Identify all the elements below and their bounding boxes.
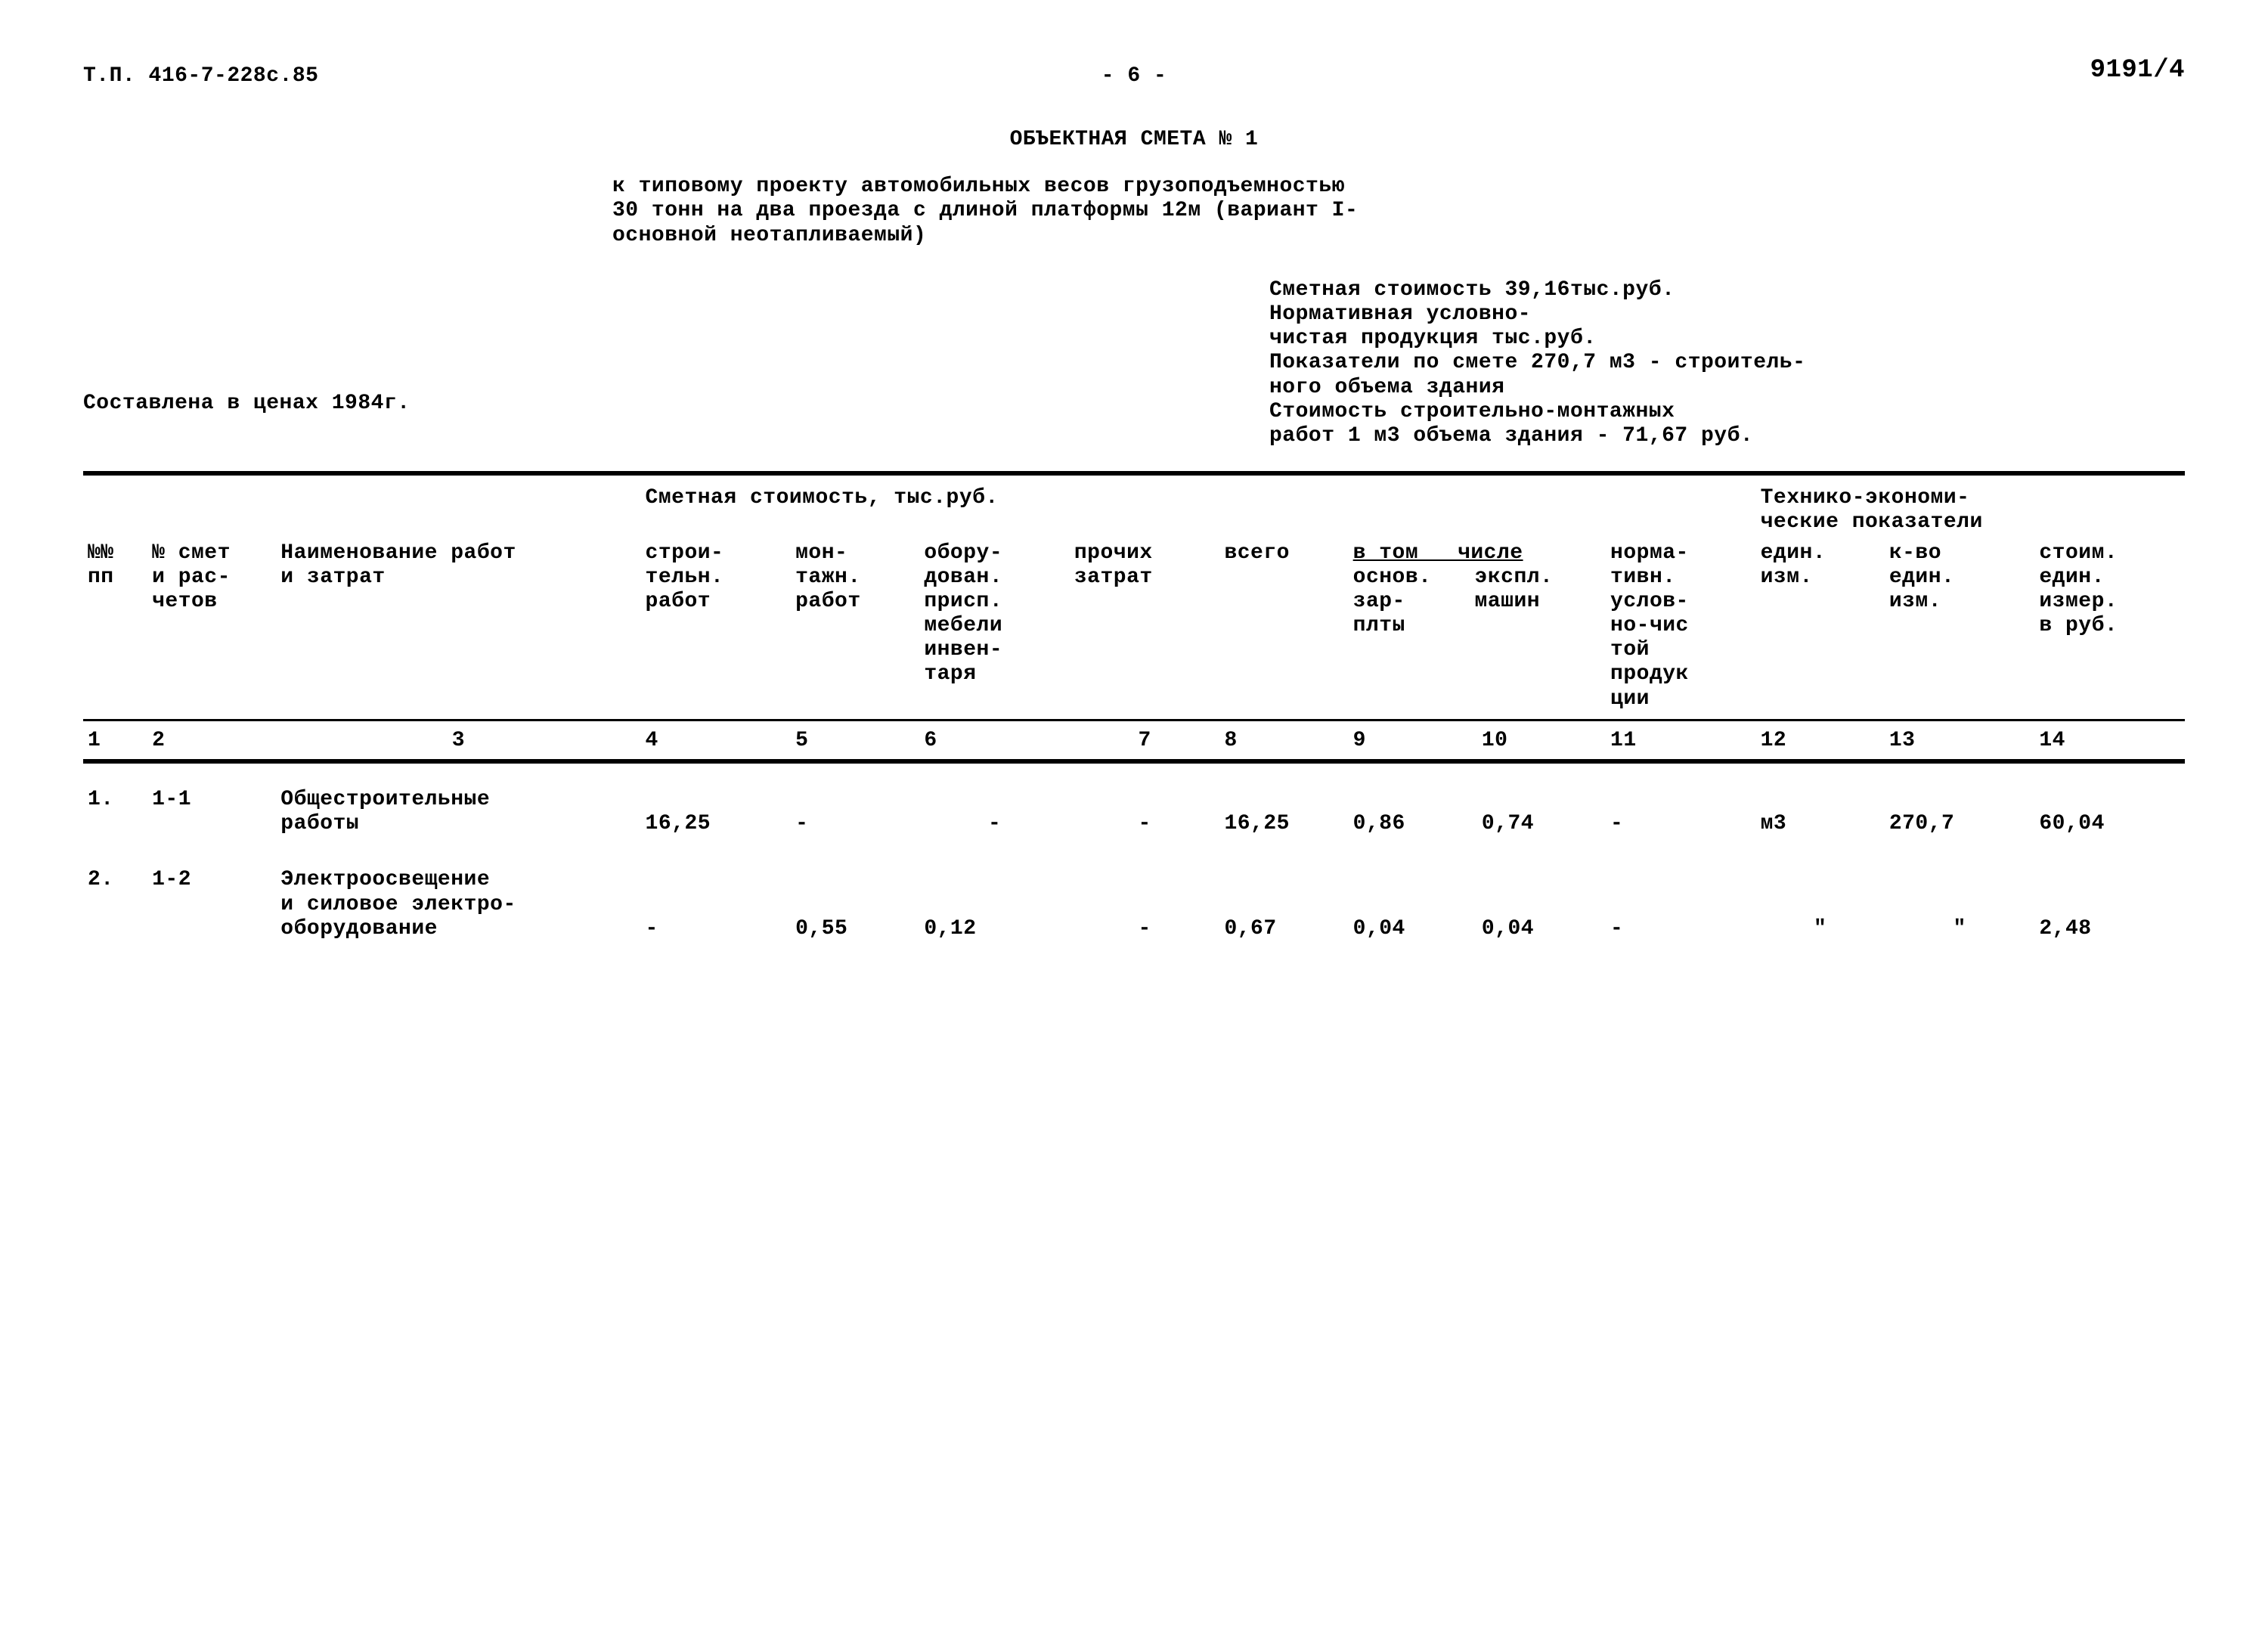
cell: 0,74 (1477, 785, 1606, 839)
cell: 16,25 (1219, 785, 1348, 839)
col-num: 7 (1070, 726, 1220, 756)
cell: 1-1 (147, 785, 276, 839)
meta-block: Составлена в ценах 1984г. Сметная стоимо… (83, 278, 2185, 448)
cell: 16,25 (641, 785, 792, 839)
col-num: 12 (1756, 726, 1885, 756)
meta-line: Стоимость строительно-монтажных (1269, 400, 2215, 424)
column-numbers-row: 1 2 3 4 5 6 7 8 9 10 11 12 13 14 (83, 726, 2185, 756)
col-num: 5 (791, 726, 919, 756)
col-num: 9 (1349, 726, 1477, 756)
rule (83, 759, 2185, 764)
cell: 1. (83, 785, 147, 839)
header-group-row: Сметная стоимость, тыс.руб. Технико-экон… (83, 483, 2185, 538)
col-header: экспл. машин (1475, 566, 1597, 614)
col-header: стоим. един. измер. в руб. (2034, 538, 2185, 714)
col-num: 6 (919, 726, 1070, 756)
cell: - (919, 785, 1070, 839)
col-header: основ. зар- плты (1353, 566, 1475, 639)
table-row: 1. 1-1 Общестроительные работы 16,25 - -… (83, 785, 2185, 839)
col-header: к-во един. изм. (1885, 538, 2035, 714)
col-header: обору- дован. присп. мебели инвен- таря (919, 538, 1070, 714)
cell: 0,04 (1477, 865, 1606, 944)
subtitle-line: 30 тонн на два проезда с длиной платформ… (612, 199, 1746, 223)
name-line: Электроосвещение (280, 868, 490, 891)
col-header: един. изм. (1756, 538, 1885, 714)
rule (83, 471, 2185, 476)
col-header: строи- тельн. работ (641, 538, 792, 714)
col-header: всего (1219, 538, 1348, 714)
cell: 270,7 (1885, 785, 2035, 839)
cell: 60,04 (2034, 785, 2185, 839)
col-num: 10 (1477, 726, 1606, 756)
col-header: № смет и рас- четов (147, 538, 276, 714)
vtom-label: в том числе (1353, 541, 1523, 565)
col-num: 3 (276, 726, 640, 756)
col-num: 11 (1606, 726, 1756, 756)
meta-line: Нормативная условно- (1269, 302, 2215, 327)
col-header: мон- тажн. работ (791, 538, 919, 714)
meta-left: Составлена в ценах 1984г. (83, 278, 1239, 448)
cell: м3 (1756, 785, 1885, 839)
col-num: 1 (83, 726, 147, 756)
meta-line: чистая продукция тыс.руб. (1269, 327, 2215, 351)
document-title: ОБЪЕКТНАЯ СМЕТА № 1 (83, 128, 2185, 152)
meta-line: Показатели по смете 270,7 м3 - строитель… (1269, 351, 2215, 375)
col-header-group: в том числе основ. зар- плтыэкспл. машин (1349, 538, 1606, 714)
cell: 0,12 (919, 865, 1070, 944)
col-header: прочих затрат (1070, 538, 1220, 714)
cell: - (791, 785, 919, 839)
header-row: №№ пп № смет и рас- четов Наименование р… (83, 538, 2185, 714)
name-line: и силовое электро- (280, 893, 516, 916)
col-num: 14 (2034, 726, 2185, 756)
sheet-number: 9191/4 (1484, 60, 2185, 90)
cell: " (1756, 865, 1885, 944)
cell: - (1070, 785, 1220, 839)
cell: 2. (83, 865, 147, 944)
rule (83, 719, 2185, 721)
col-header: норма- тивн. услов- но-чис той продук ци… (1606, 538, 1756, 714)
cell: - (641, 865, 792, 944)
cell: Общестроительные работы (276, 785, 640, 839)
col-num: 8 (1219, 726, 1348, 756)
subtitle: к типовому проекту автомобильных весов г… (612, 175, 1746, 248)
cell: 0,55 (791, 865, 919, 944)
col-num: 13 (1885, 726, 2035, 756)
group-tech-label: Технико-экономи- ческие показатели (1761, 486, 1983, 534)
header-row: Т.П. 416-7-228с.85 - 6 - 9191/4 (83, 60, 2185, 90)
name-line: Общестроительные (280, 788, 490, 811)
sheet-number-text: 9191/4 (2090, 56, 2185, 85)
cell: 1-2 (147, 865, 276, 944)
meta-line: ного объема здания (1269, 376, 2215, 400)
cell: - (1606, 865, 1756, 944)
group-cost: Сметная стоимость, тыс.руб. (641, 483, 1606, 538)
left-note: Составлена в ценах 1984г. (83, 392, 1239, 416)
col-num: 4 (641, 726, 792, 756)
cell: 0,67 (1219, 865, 1348, 944)
page-number: - 6 - (784, 64, 1485, 88)
cell: Электроосвещение и силовое электро- обор… (276, 865, 640, 944)
cell: - (1070, 865, 1220, 944)
subtitle-line: основной неотапливаемый) (612, 224, 1746, 248)
table-row: 2. 1-2 Электроосвещение и силовое электр… (83, 865, 2185, 944)
meta-line: Сметная стоимость 39,16тыс.руб. (1269, 278, 2215, 302)
doc-code: Т.П. 416-7-228с.85 (83, 64, 784, 88)
subtitle-line: к типовому проекту автомобильных весов г… (612, 175, 1746, 199)
group-cost-label: Сметная стоимость, тыс.руб. (646, 486, 999, 510)
meta-line: работ 1 м3 объема здания - 71,67 руб. (1269, 424, 2215, 448)
cell: " (1885, 865, 2035, 944)
col-header: Наименование работ и затрат (276, 538, 640, 714)
col-header: №№ пп (83, 538, 147, 714)
cell: 2,48 (2034, 865, 2185, 944)
name-line: оборудование (280, 917, 438, 941)
name-line: работы (280, 812, 359, 835)
group-tech: Технико-экономи- ческие показатели (1756, 483, 2185, 538)
col-num: 2 (147, 726, 276, 756)
meta-right: Сметная стоимость 39,16тыс.руб. Норматив… (1239, 278, 2215, 448)
cell: 0,04 (1349, 865, 1477, 944)
cell: - (1606, 785, 1756, 839)
estimate-table: Сметная стоимость, тыс.руб. Технико-экон… (83, 483, 2185, 944)
cell: 0,86 (1349, 785, 1477, 839)
